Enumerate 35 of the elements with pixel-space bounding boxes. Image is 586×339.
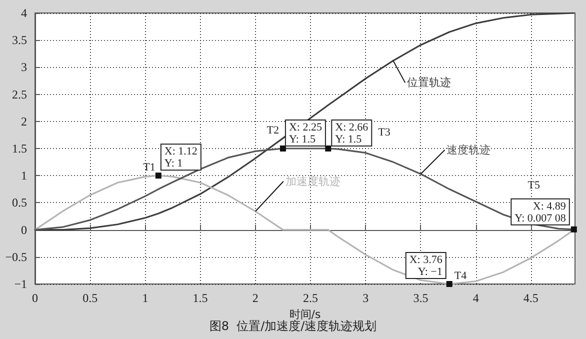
x-tick-label: 0.5: [82, 291, 98, 305]
y-tick-label: 2: [21, 114, 27, 128]
y-tick-label: 4: [21, 6, 27, 20]
x-tick-label: 4.5: [523, 291, 538, 305]
annotation: T2: [266, 124, 279, 136]
series-label: 位置轨迹: [407, 76, 452, 90]
x-axis-title: 时间/s: [289, 308, 321, 321]
x-tick-label: 1: [142, 291, 148, 305]
x-tick-label: 0: [32, 291, 38, 305]
annotation: T1: [143, 162, 156, 174]
x-tick-label: 1.5: [192, 291, 208, 305]
annotation: T4: [454, 270, 468, 282]
annotation: X: 2.66 Y: 1.5: [335, 122, 369, 146]
annotation: X: 2.25 Y: 1.5: [288, 122, 322, 146]
x-tick-label: 4: [472, 291, 479, 305]
text: 加速度轨迹: [285, 174, 340, 188]
y-tick-label: 1.5: [12, 142, 27, 156]
annotation: T5: [528, 179, 540, 192]
y-tick-label: 2.5: [12, 87, 27, 102]
x-tick-label: 3: [362, 291, 369, 305]
x-tick-label: 3.5: [413, 291, 428, 305]
annotation: T3: [378, 126, 391, 138]
y-tick-label: 3.5: [12, 33, 27, 48]
y-tick-label: −1: [14, 277, 27, 291]
y-tick-label: 0.5: [12, 196, 27, 210]
annotation: X: 4.89 Y: 0.007 08: [514, 200, 566, 224]
y-tick-label: 1: [21, 168, 27, 183]
x-tick-label: 2.5: [303, 291, 318, 305]
y-tick-label: 3: [21, 60, 27, 74]
x-tick-label: 2: [252, 291, 258, 305]
annotation: X: 3.76 Y: −1: [409, 254, 443, 278]
y-tick-label: 0: [21, 222, 27, 237]
annotation: X: 1.12 Y: 1: [164, 146, 198, 170]
text: 图8 位置/加速度/速度轨迹规划: [209, 319, 377, 333]
y-tick-label: −0.5: [5, 250, 27, 264]
